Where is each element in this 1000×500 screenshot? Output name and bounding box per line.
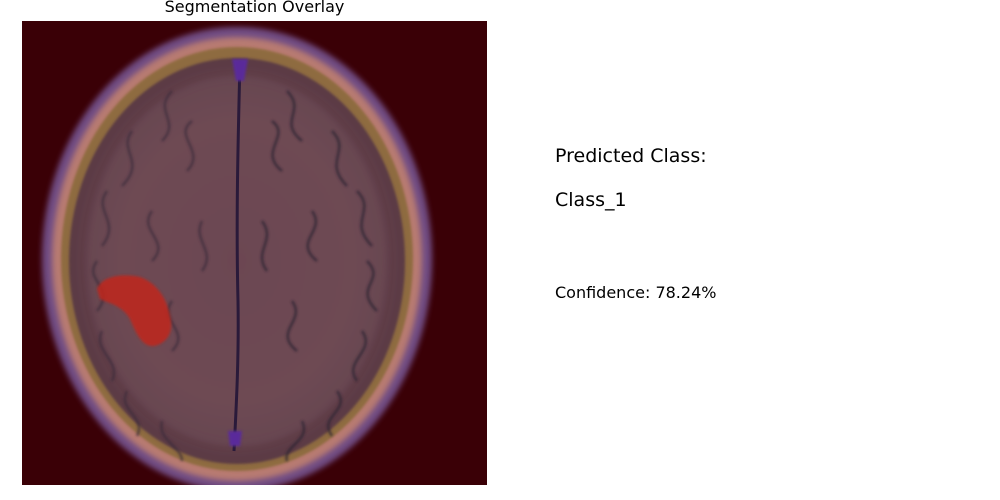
segmentation-overlay-image xyxy=(22,21,487,485)
predicted-class-heading: Predicted Class: xyxy=(555,145,707,167)
midline-vessel-bottom xyxy=(228,431,242,446)
sulci-left xyxy=(91,90,209,462)
confidence-text: Confidence: 78.24% xyxy=(555,283,717,302)
overlay-title: Segmentation Overlay xyxy=(164,0,345,16)
midline-fissure xyxy=(232,60,242,452)
midline-vessel-top xyxy=(232,59,248,81)
brain-mri-scan xyxy=(42,27,432,485)
tumor-segmentation-mask xyxy=(97,275,172,347)
predicted-class-value: Class_1 xyxy=(555,189,627,211)
sulci-right xyxy=(260,90,378,462)
